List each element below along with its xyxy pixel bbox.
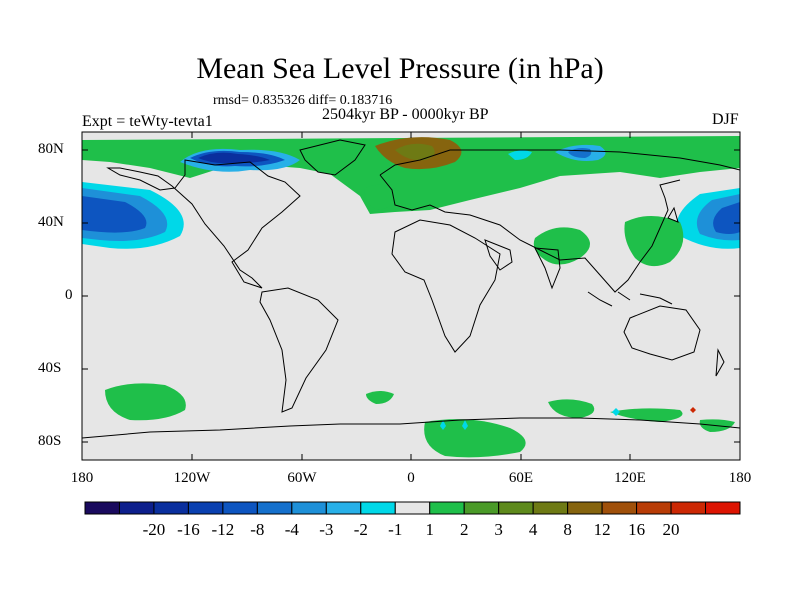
colorbar-label: 20 [662,520,680,539]
colorbar-swatch [256,501,293,515]
stats-text: rmsd= 0.835326 diff= 0.183716 [213,93,393,108]
colorbar-label: -4 [284,520,299,539]
coastlines [82,139,740,439]
colorbar-swatch [187,501,224,515]
y-tick-label: 0 [65,287,73,303]
colorbar-label: 1 [425,520,434,539]
colorbar-label: -1 [388,520,403,539]
season-label: DJF [712,111,739,128]
map-title: Mean Sea Level Pressure (in hPa) [196,52,604,85]
colorbar-swatch [222,501,258,515]
colorbar-label: -20 [142,520,166,539]
colorbar-label: 2 [459,520,469,539]
colorbar-swatch [325,501,362,515]
y-tick-label: 40S [38,360,62,376]
x-tick-label: 60E [508,470,534,486]
y-tick-label: 80S [38,433,62,449]
pressure-anomaly-fields [82,136,740,458]
colorbar-swatch [394,501,431,515]
colorbar-label: -8 [250,520,265,539]
x-tick-label: 0 [407,470,415,486]
colorbar-label: 3 [494,520,503,539]
x-tick-label: 180 [728,470,752,486]
colorbar-swatch [84,501,120,515]
colorbar-swatch [153,501,189,515]
colorbar-swatch [636,501,672,515]
colorbar-swatch [567,501,603,515]
colorbar-swatch [705,501,741,515]
colorbar-swatch [118,501,155,515]
colorbar-label: 16 [628,520,646,539]
x-tick-label: 120E [614,470,646,486]
y-tick-label: 40N [38,214,64,230]
y-tick-label: 80N [38,141,64,157]
asia-positive [533,227,590,265]
colorbar-label: -2 [353,520,368,539]
colorbar-swatch [532,501,569,515]
colorbar-swatch [360,501,396,515]
colorbar-label: 4 [528,520,538,539]
colorbar-label: 12 [593,520,611,539]
antarctic-positive [424,419,526,458]
x-tick-label: 180 [70,470,94,486]
x-tick-label: 120W [173,470,211,486]
x-tick-label: 60W [287,470,317,486]
colorbar-swatch [291,501,327,515]
colorbar-label: -16 [177,520,200,539]
colorbar-label: 8 [563,520,572,539]
colorbar-swatch [601,501,638,515]
colorbar-swatch [498,501,534,515]
experiment-label: Expt = teWty-tevta1 [82,113,213,130]
colorbar-swatch [670,501,707,515]
south-pacific-positive [105,383,186,421]
tick-marks [82,132,740,460]
period-text: 2504kyr BP - 0000kyr BP [322,106,489,123]
colorbar-label: -3 [319,520,334,539]
colorbar-label: -12 [211,520,235,539]
colorbar-swatch [429,501,465,515]
colorbar-swatch [463,501,500,515]
